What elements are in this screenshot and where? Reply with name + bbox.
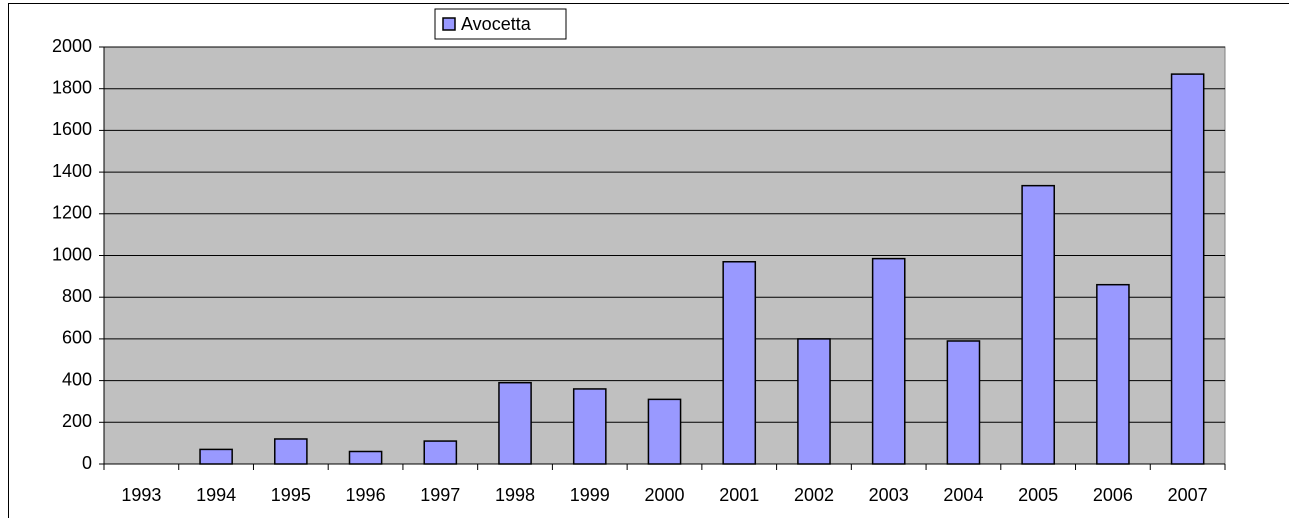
bar bbox=[423, 440, 458, 465]
bar bbox=[348, 450, 383, 465]
x-tick-label: 2006 bbox=[1093, 485, 1133, 505]
y-tick-label: 1800 bbox=[52, 77, 92, 97]
y-tick-label: 2000 bbox=[52, 36, 92, 56]
x-tick-label: 2000 bbox=[644, 485, 684, 505]
y-tick-label: 0 bbox=[82, 453, 92, 473]
bar bbox=[946, 340, 981, 465]
x-tick-label: 1999 bbox=[570, 485, 610, 505]
bar bbox=[498, 381, 532, 465]
x-tick-label: 1994 bbox=[196, 485, 236, 505]
bar bbox=[722, 261, 757, 465]
x-tick-label: 2007 bbox=[1168, 485, 1208, 505]
bar bbox=[647, 398, 682, 465]
bar bbox=[572, 388, 607, 465]
chart-frame bbox=[8, 3, 1289, 518]
x-tick-label: 2002 bbox=[794, 485, 834, 505]
bar bbox=[199, 448, 233, 465]
legend-box bbox=[434, 8, 567, 40]
y-tick-label: 400 bbox=[62, 369, 92, 389]
y-tick-label: 200 bbox=[62, 411, 92, 431]
bar bbox=[1096, 283, 1130, 465]
y-tick-label: 800 bbox=[62, 286, 92, 306]
bar bbox=[1170, 73, 1205, 465]
bar bbox=[871, 257, 906, 465]
x-tick-label: 1996 bbox=[346, 485, 386, 505]
x-tick-label: 2005 bbox=[1018, 485, 1058, 505]
y-tick-label: 1400 bbox=[52, 161, 92, 181]
x-tick-label: 2001 bbox=[719, 485, 759, 505]
bar bbox=[274, 438, 308, 465]
legend-label: Avocetta bbox=[461, 14, 532, 34]
y-tick-label: 1000 bbox=[52, 244, 92, 264]
x-tick-label: 1998 bbox=[495, 485, 535, 505]
x-tick-label: 1995 bbox=[271, 485, 311, 505]
x-tick-label: 2004 bbox=[943, 485, 983, 505]
y-tick-label: 1200 bbox=[52, 203, 92, 223]
bar bbox=[1021, 184, 1055, 465]
y-tick-label: 600 bbox=[62, 328, 92, 348]
x-tick-label: 2003 bbox=[869, 485, 909, 505]
bar bbox=[797, 338, 831, 465]
legend-swatch bbox=[442, 17, 456, 31]
x-tick-label: 1993 bbox=[121, 485, 161, 505]
y-tick-label: 1600 bbox=[52, 119, 92, 139]
x-tick-label: 1997 bbox=[420, 485, 460, 505]
